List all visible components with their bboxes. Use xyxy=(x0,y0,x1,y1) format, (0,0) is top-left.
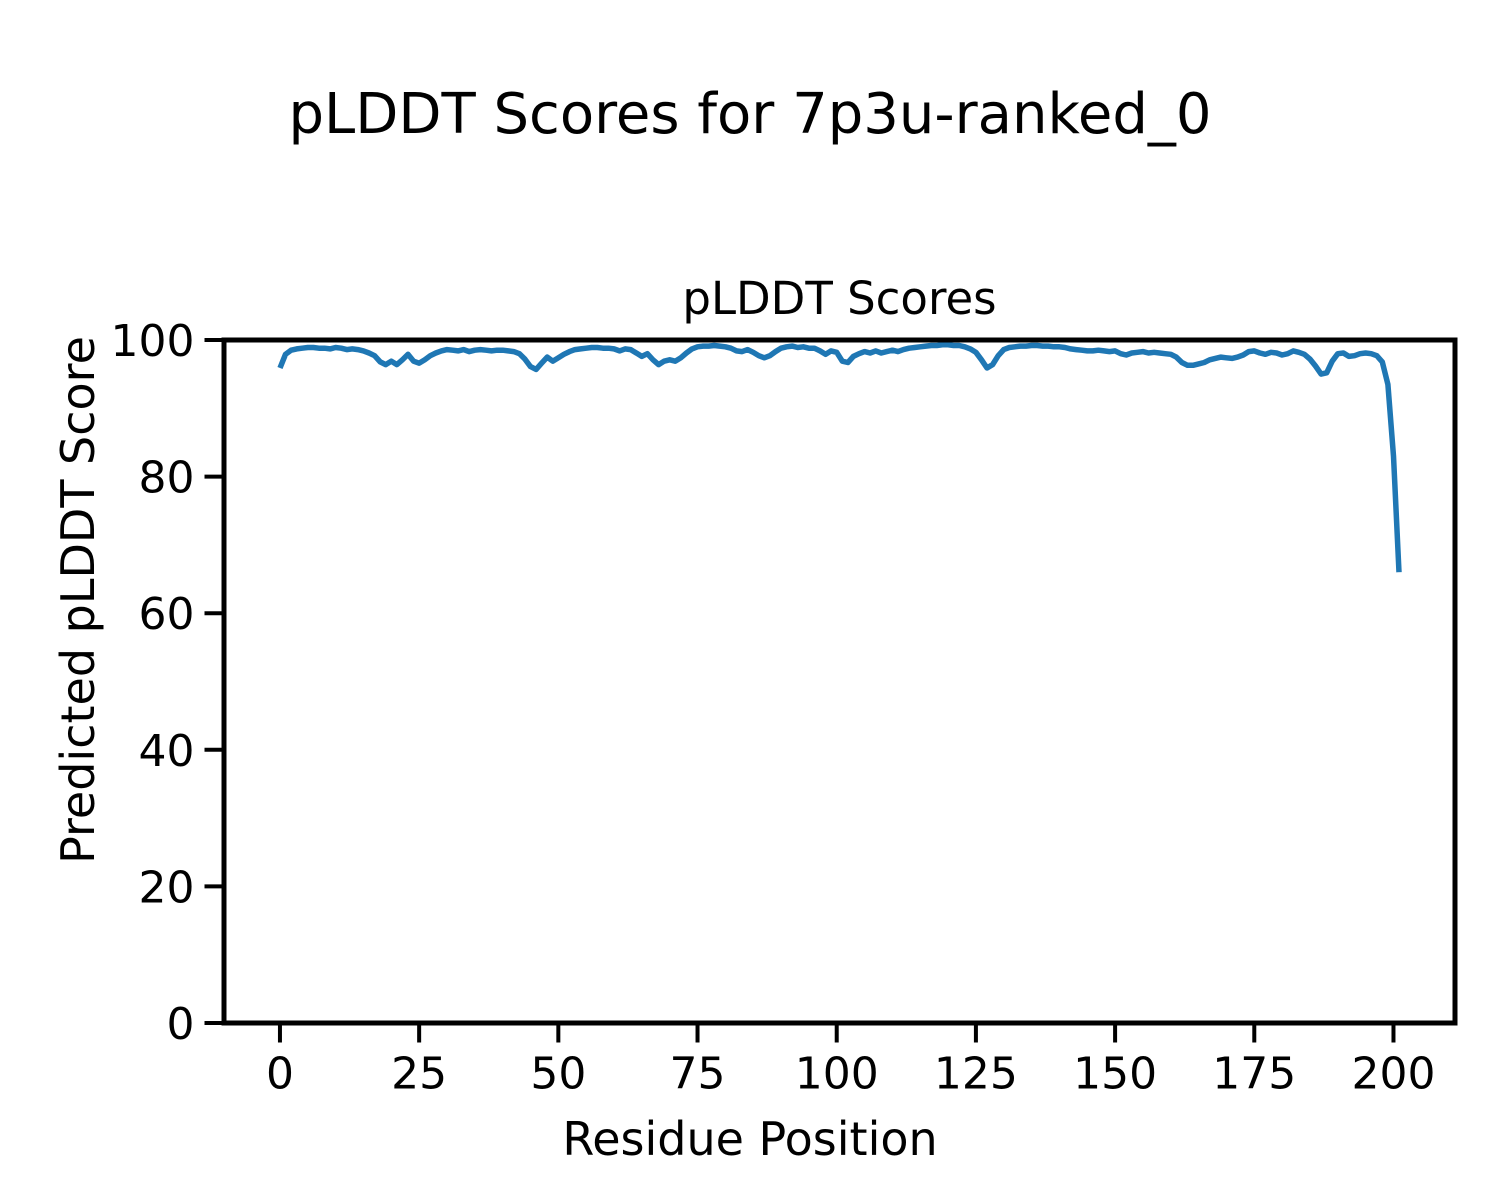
y-tick-label: 40 xyxy=(139,726,195,777)
axes-title: pLDDT Scores xyxy=(682,272,997,325)
x-tick-label: 125 xyxy=(934,1049,1018,1100)
x-tick-label: 100 xyxy=(795,1049,879,1100)
y-tick-label: 0 xyxy=(167,999,195,1050)
y-tick-label: 100 xyxy=(111,316,195,367)
x-tick-label: 175 xyxy=(1212,1049,1296,1100)
x-tick-label: 25 xyxy=(391,1049,447,1100)
y-tick-label: 60 xyxy=(139,589,195,640)
y-tick-label: 80 xyxy=(139,453,195,504)
x-tick-label: 150 xyxy=(1073,1049,1157,1100)
x-tick-label: 200 xyxy=(1351,1049,1435,1100)
x-tick-label: 75 xyxy=(670,1049,726,1100)
x-tick-label: 0 xyxy=(266,1049,294,1100)
figure-suptitle: pLDDT Scores for 7p3u-ranked_0 xyxy=(288,82,1212,147)
plot-line xyxy=(277,342,1402,573)
axes-spines xyxy=(221,337,1458,1026)
x-axis-label: Residue Position xyxy=(562,1112,938,1166)
x-tick-label: 50 xyxy=(530,1049,586,1100)
y-tick-label: 20 xyxy=(139,862,195,913)
